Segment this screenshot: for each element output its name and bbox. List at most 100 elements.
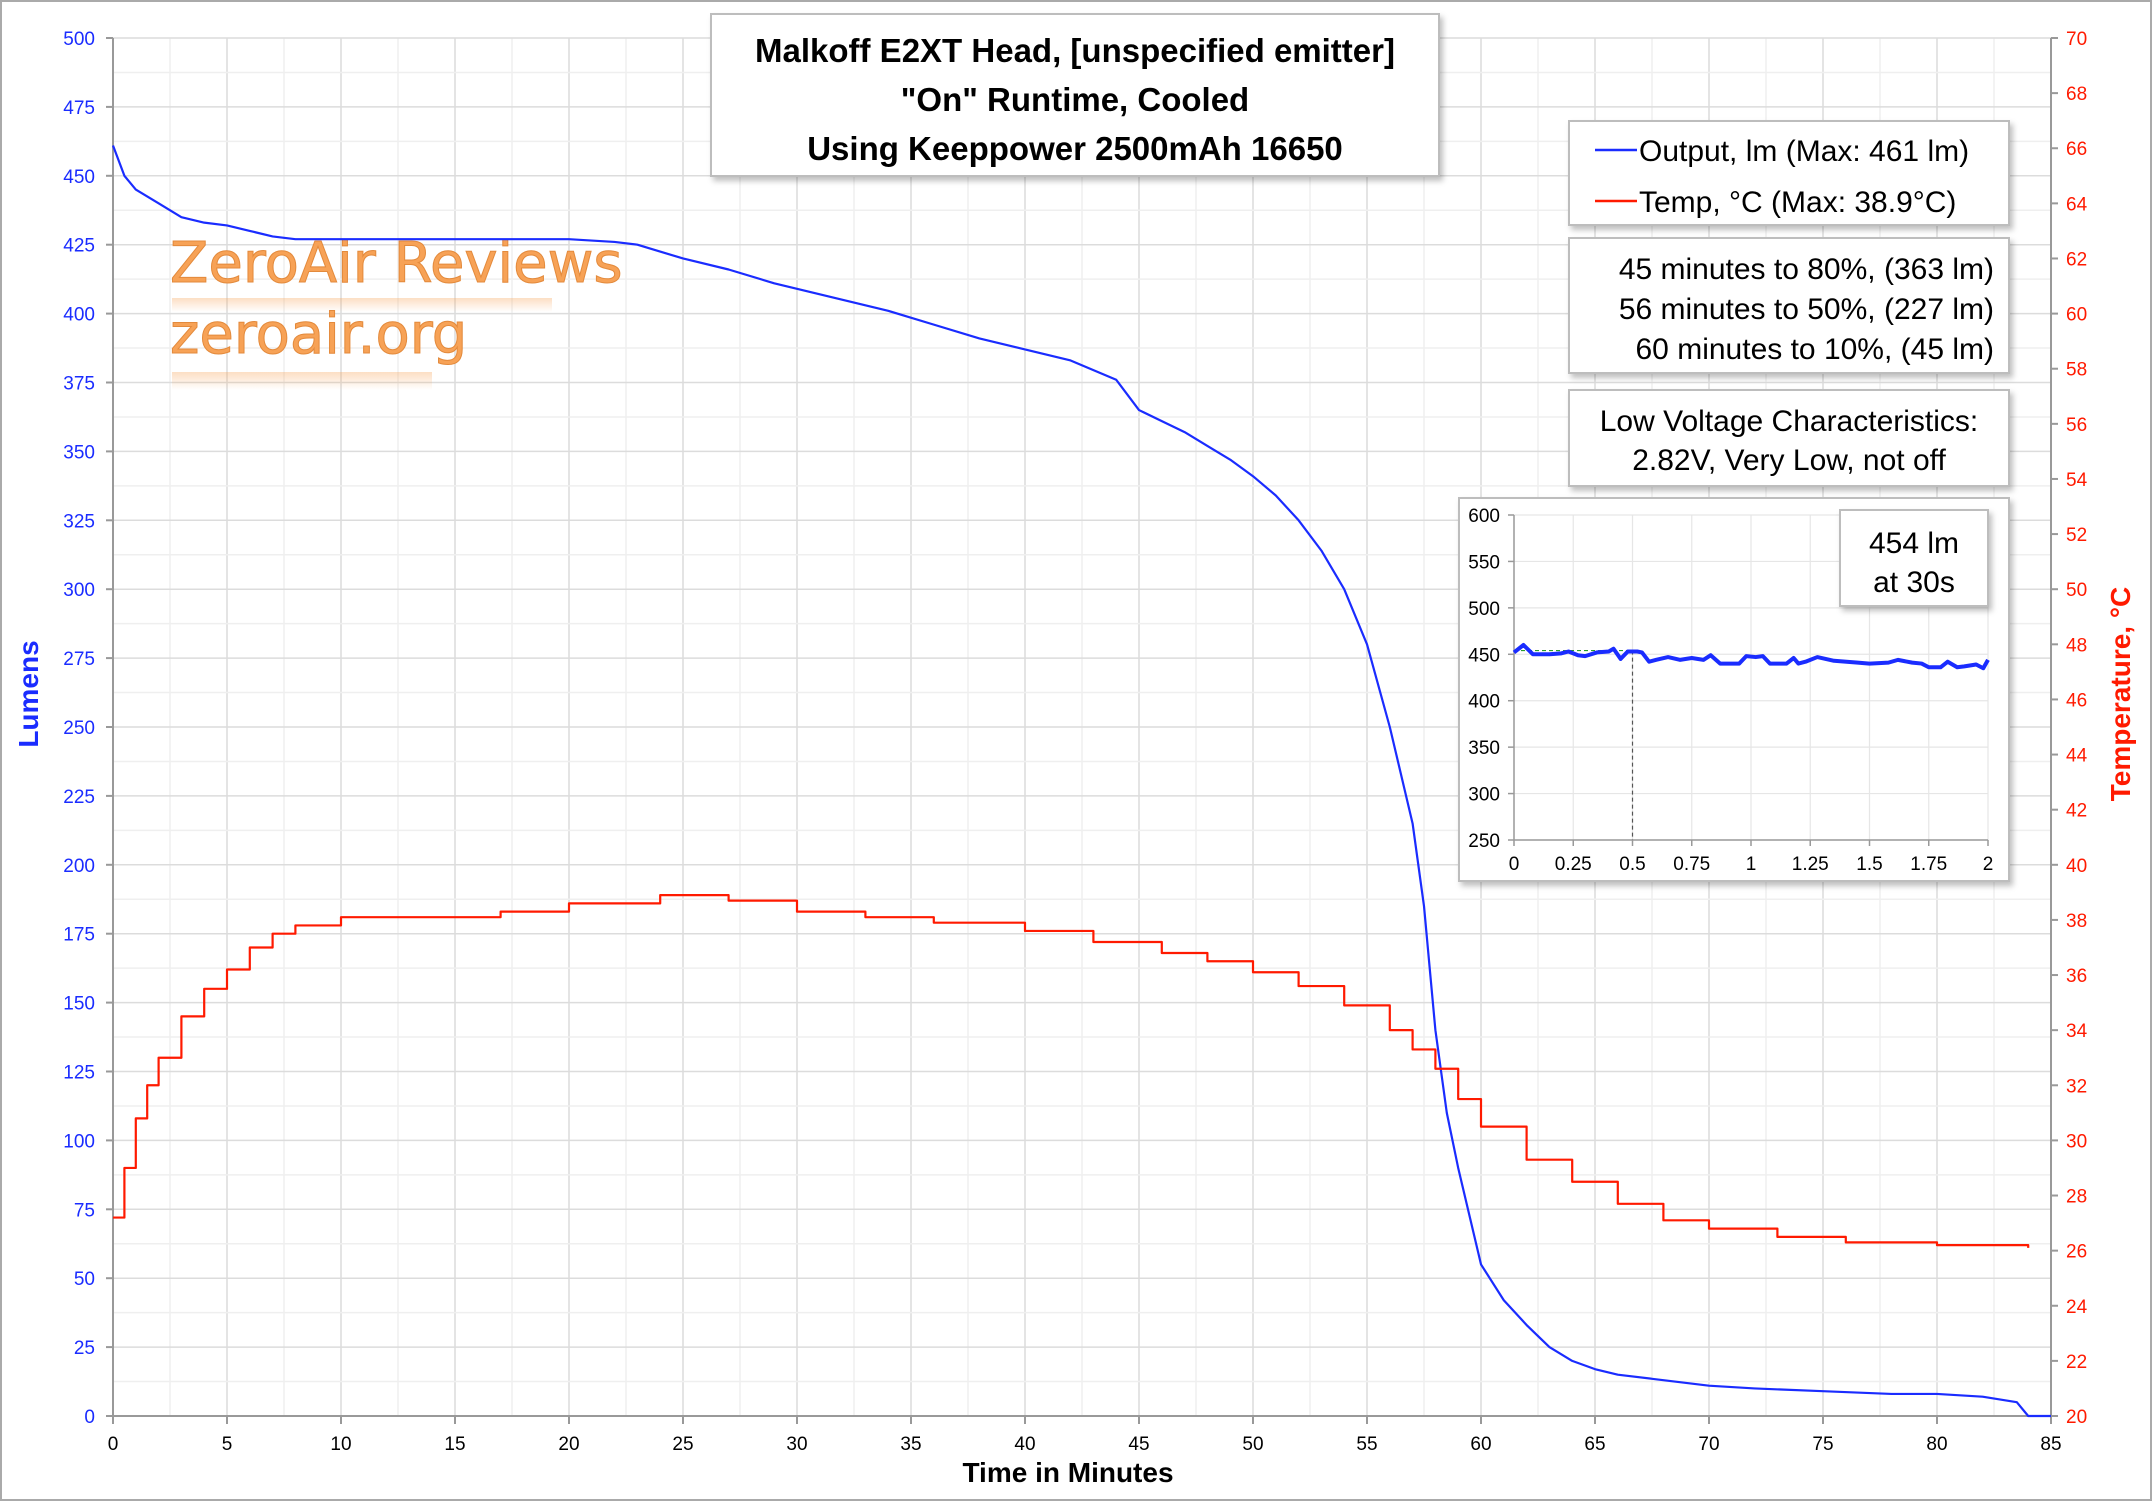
y2-tick-label: 40 — [2066, 856, 2087, 877]
x-tick-label: 70 — [1698, 1434, 1719, 1455]
watermark-reflection-1 — [172, 298, 552, 312]
y2-tick-label: 50 — [2066, 580, 2087, 601]
y-tick-label: 500 — [63, 29, 95, 50]
watermark: ZeroAir Reviews zeroair.org — [170, 231, 623, 390]
y-tick-label: 325 — [63, 511, 95, 532]
y-tick-label: 300 — [63, 580, 95, 601]
y2-tick-label: 56 — [2066, 415, 2087, 436]
x-axis-label: Time in Minutes — [962, 1457, 1173, 1488]
y2-tick-label: 58 — [2066, 360, 2087, 381]
inset-x-tick-label: 0.25 — [1555, 854, 1592, 875]
inset-y-tick-label: 400 — [1468, 692, 1500, 713]
inset-y-tick-label: 450 — [1468, 645, 1500, 666]
y-tick-label: 75 — [74, 1200, 95, 1221]
inset-x-tick-label: 0.5 — [1619, 854, 1645, 875]
y-tick-label: 200 — [63, 856, 95, 877]
y-tick-label: 400 — [63, 305, 95, 326]
y2-tick-label: 32 — [2066, 1076, 2087, 1097]
y-tick-label: 150 — [63, 994, 95, 1015]
x-tick-label: 80 — [1926, 1434, 1947, 1455]
inset-label-box: 454 lm at 30s — [1839, 509, 1989, 607]
y2-tick-label: 36 — [2066, 966, 2087, 987]
inset-x-tick-label: 2 — [1983, 854, 1994, 875]
legend-label-temp: Temp, °C (Max: 38.9°C) — [1639, 186, 1956, 219]
y-tick-label: 250 — [63, 718, 95, 739]
x-tick-label: 65 — [1584, 1434, 1605, 1455]
series-lines — [111, 145, 2051, 1418]
watermark-line-1: ZeroAir Reviews — [170, 231, 623, 296]
y2-tick-label: 30 — [2066, 1131, 2087, 1152]
y-tick-label: 0 — [84, 1407, 95, 1428]
stat-line-2: 56 minutes to 50%, (227 lm) — [1619, 293, 1994, 326]
watermark-reflection-2 — [172, 372, 432, 390]
inset-x-tick-label: 1.5 — [1856, 854, 1882, 875]
y-tick-label: 50 — [74, 1269, 95, 1290]
y2-tick-label: 24 — [2066, 1297, 2088, 1318]
y-tick-label: 125 — [63, 1063, 95, 1084]
inset-y-tick-label: 300 — [1468, 785, 1500, 806]
axes: 0 5 10 15 20 25 30 35 40 45 50 55 60 65 70 75 80 85025507… — [63, 29, 2087, 1455]
inset-chart: 0 0.25 0.5 0.75 1 1.25 1.5 1.75 2 250 300 350 400 450… — [1458, 497, 2010, 882]
y-tick-label: 375 — [63, 374, 95, 395]
y2-tick-label: 20 — [2066, 1407, 2087, 1428]
y2-tick-label: 44 — [2066, 746, 2088, 767]
y-tick-label: 275 — [63, 649, 95, 670]
y2-tick-label: 26 — [2066, 1242, 2087, 1263]
inset-y-tick-label: 250 — [1468, 831, 1500, 852]
temperature-line — [113, 894, 2030, 1248]
y-tick-label: 350 — [63, 442, 95, 463]
stat-line-3: 60 minutes to 10%, (45 lm) — [1636, 333, 1995, 366]
title-box: Malkoff E2XT Head, [unspecified emitter]… — [710, 13, 1440, 177]
y2-tick-label: 66 — [2066, 139, 2087, 160]
low-voltage-box: Low Voltage Characteristics: 2.82V, Very… — [1568, 389, 2010, 487]
x-tick-label: 45 — [1128, 1434, 1149, 1455]
y2-tick-label: 22 — [2066, 1352, 2087, 1373]
y2-tick-label: 68 — [2066, 84, 2087, 105]
output-line — [111, 145, 2051, 1418]
stat-line-1: 45 minutes to 80%, (363 lm) — [1619, 253, 1994, 286]
y2-axis-label: Temperature, °C — [2105, 587, 2136, 802]
x-tick-label: 0 — [108, 1434, 119, 1455]
x-tick-label: 40 — [1014, 1434, 1035, 1455]
y-axis-label: Lumens — [13, 640, 44, 747]
y-tick-label: 450 — [63, 167, 95, 188]
inset-y-tick-label: 500 — [1468, 599, 1500, 620]
y2-tick-label: 62 — [2066, 249, 2087, 270]
y2-tick-label: 38 — [2066, 911, 2087, 932]
y2-tick-label: 48 — [2066, 635, 2087, 656]
inset-output-line — [1512, 643, 1990, 671]
x-tick-label: 55 — [1356, 1434, 1377, 1455]
y-tick-label: 25 — [74, 1338, 95, 1359]
legend: Output, lm (Max: 461 lm) Temp, °C (Max: … — [1568, 120, 2010, 226]
title-line-1: Malkoff E2XT Head, [unspecified emitter] — [755, 32, 1395, 69]
inset-x-tick-label: 1.25 — [1792, 854, 1829, 875]
y2-tick-label: 28 — [2066, 1187, 2087, 1208]
inset-y-tick-label: 350 — [1468, 738, 1500, 759]
inset-axes: 0 0.25 0.5 0.75 1 1.25 1.5 1.75 2 250 300 350 400 450… — [1468, 506, 1993, 875]
y2-tick-label: 42 — [2066, 801, 2087, 822]
x-tick-label: 10 — [330, 1434, 351, 1455]
inset-y-tick-label: 550 — [1468, 552, 1500, 573]
y-tick-label: 100 — [63, 1131, 95, 1152]
y-tick-label: 425 — [63, 236, 95, 257]
title-line-2: "On" Runtime, Cooled — [901, 81, 1249, 118]
y2-tick-label: 52 — [2066, 525, 2087, 546]
y2-tick-label: 34 — [2066, 1021, 2088, 1042]
y-tick-label: 475 — [63, 98, 95, 119]
inset-label-line-1: 454 lm — [1869, 527, 1959, 560]
x-tick-label: 50 — [1242, 1434, 1263, 1455]
y2-tick-label: 46 — [2066, 690, 2087, 711]
x-tick-label: 75 — [1812, 1434, 1833, 1455]
x-tick-label: 60 — [1470, 1434, 1491, 1455]
y2-tick-label: 54 — [2066, 470, 2088, 491]
watermark-line-2: zeroair.org — [170, 302, 467, 367]
x-tick-label: 15 — [444, 1434, 465, 1455]
title-line-3: Using Keeppower 2500mAh 16650 — [807, 130, 1343, 167]
y-tick-label: 175 — [63, 925, 95, 946]
x-tick-label: 30 — [786, 1434, 807, 1455]
y2-tick-label: 70 — [2066, 29, 2087, 50]
inset-x-tick-label: 1 — [1746, 854, 1757, 875]
runtime-stats-box: 45 minutes to 80%, (363 lm) 56 minutes t… — [1568, 237, 2010, 374]
inset-x-tick-label: 0.75 — [1673, 854, 1710, 875]
inset-label-line-2: at 30s — [1873, 566, 1955, 599]
